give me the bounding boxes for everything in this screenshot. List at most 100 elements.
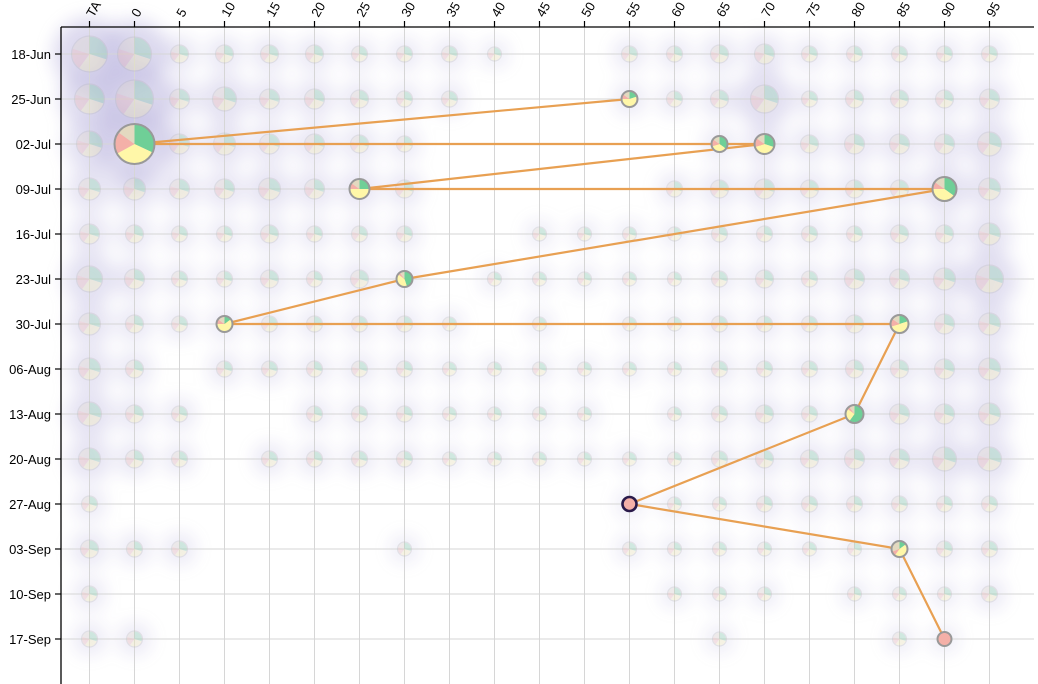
pie-slice (934, 359, 945, 369)
pie-slice (982, 144, 1001, 156)
background-point (531, 451, 548, 467)
x-tick-label: 60 (668, 0, 688, 20)
pie-slice (78, 54, 107, 73)
pie-slice (939, 504, 953, 512)
background-point (977, 357, 1002, 381)
pie-slice (849, 324, 864, 333)
pie-slice (81, 586, 90, 594)
background-point-outline (620, 45, 639, 63)
pie-slice (711, 276, 720, 286)
pie-slice (263, 99, 280, 109)
pie-slice (351, 411, 360, 421)
pie-slice (666, 96, 675, 106)
pie-slice (674, 452, 682, 462)
background-point (845, 495, 864, 513)
pie-slice (809, 91, 818, 102)
background-point (80, 495, 99, 513)
background-point-outline (486, 271, 503, 287)
background-point-outline (980, 585, 999, 603)
background-point (891, 631, 908, 647)
pie-slice (845, 366, 855, 377)
trajectory-point (931, 176, 958, 202)
y-tick-label: 25-Jun (11, 92, 51, 107)
pie-slice (809, 361, 818, 372)
pie-slice (711, 366, 720, 376)
pie-slice (539, 362, 547, 372)
pie-slice (314, 89, 325, 103)
pie-slice (449, 91, 458, 102)
x-tick-label: 15 (263, 0, 283, 20)
background-point (711, 631, 728, 647)
pie-slice (847, 546, 855, 555)
background-point-outline (976, 131, 1003, 157)
pie-slice (667, 452, 675, 459)
background-point (303, 88, 326, 110)
pie-slice (80, 546, 90, 557)
pie-slice (89, 631, 98, 642)
background-point (933, 133, 956, 155)
pie-slice (129, 234, 144, 244)
pie-slice (444, 99, 458, 107)
pie-slice (889, 140, 900, 153)
pie-slice (978, 447, 990, 459)
pie-slice (891, 46, 900, 54)
pie-slice (224, 45, 234, 57)
background-point-outline (170, 405, 189, 423)
pie-slice (306, 226, 315, 234)
pie-slice (494, 452, 502, 462)
background-point-outline (800, 270, 819, 288)
trajectory-point-outline (395, 270, 414, 288)
pie-slice (629, 272, 637, 282)
background-point-outline (349, 89, 370, 109)
pie-slice (939, 234, 954, 243)
pie-slice (759, 414, 774, 423)
background-point (888, 268, 911, 290)
pie-slice (845, 90, 855, 99)
pie-slice (174, 324, 188, 332)
background-point (349, 269, 370, 289)
pie-slice (449, 452, 457, 462)
pie-slice (711, 406, 720, 414)
x-tick-label: 95 (983, 0, 1003, 20)
pie-slice (269, 178, 281, 193)
x-tick-label: 10 (218, 0, 238, 20)
background-point (799, 134, 820, 154)
pie-slice (129, 369, 144, 378)
pie-slice (396, 231, 405, 241)
background-point-outline (80, 630, 99, 648)
background-point (257, 177, 282, 201)
background-point (76, 401, 103, 427)
pie-slice (260, 276, 270, 287)
pie-slice (397, 546, 405, 555)
pie-slice (123, 99, 153, 118)
background-point-outline (576, 361, 593, 377)
pie-slice (755, 405, 765, 414)
pie-slice (116, 80, 135, 99)
background-point-outline (709, 89, 730, 109)
background-point (70, 35, 109, 73)
background-point-outline (576, 451, 593, 467)
pie-slice (532, 317, 540, 324)
x-tick-label: 45 (533, 0, 553, 20)
pie-slice (577, 452, 585, 459)
pie-slice (216, 361, 225, 369)
background-point-outline (935, 45, 954, 63)
background-point (621, 316, 638, 332)
background-point (305, 225, 324, 243)
pie-slice (801, 46, 810, 54)
pie-slice (667, 317, 675, 324)
pie-slice (584, 407, 592, 417)
background-point (576, 226, 593, 242)
pie-slice (989, 313, 1001, 328)
background-point (666, 451, 683, 467)
pie-slice (889, 410, 900, 423)
pie-slice (899, 315, 909, 324)
background-point-outline (396, 541, 413, 557)
pie-slice (89, 540, 99, 552)
pie-slice (667, 591, 675, 600)
background-point (890, 495, 909, 513)
pie-slice (666, 46, 675, 54)
pie-slice (126, 546, 135, 556)
pie-slice (984, 54, 998, 63)
background-point (260, 450, 279, 468)
